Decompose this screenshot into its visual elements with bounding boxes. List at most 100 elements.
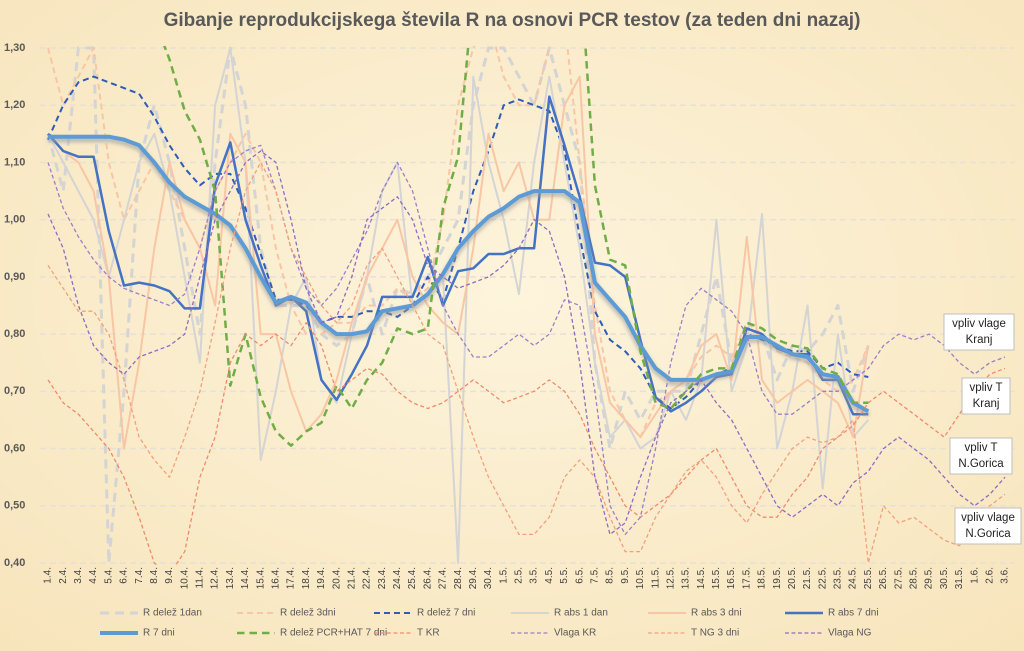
legend-label: R abs 3 dni: [691, 608, 742, 619]
y-tick-label: 0,60: [4, 442, 25, 454]
x-tick-label: 2.5.: [514, 567, 525, 584]
x-tick-label: 10.4.: [179, 567, 190, 589]
x-tick-label: 25.5.: [863, 567, 874, 589]
x-tick-label: 4.4.: [88, 567, 99, 584]
x-tick-label: 31.5.: [954, 567, 965, 589]
annotation-box: [949, 437, 1013, 475]
chart-title: Gibanje reprodukcijskega števila R na os…: [164, 10, 861, 31]
x-tick-label: 25.4.: [407, 567, 418, 589]
x-tick-label: 19.5.: [772, 567, 783, 589]
x-tick-label: 12.4.: [210, 567, 221, 589]
x-tick-label: 2.4.: [58, 567, 69, 584]
series-line: [46, 46, 870, 565]
x-tick-label: 22.4.: [362, 567, 373, 589]
x-tick-label: 18.5.: [757, 567, 768, 589]
x-tick-label: 24.5.: [848, 567, 859, 589]
x-tick-label: 3.5.: [529, 567, 540, 584]
x-tick-label: 1.6.: [969, 567, 980, 584]
series-line: [48, 134, 870, 414]
x-tick-label: 3.4.: [73, 567, 84, 584]
y-tick-label: 1,10: [4, 156, 25, 168]
x-tick-label: 19.4.: [316, 567, 327, 589]
legend-label: R abs 1 dan: [554, 608, 608, 619]
series-line: [163, 46, 869, 447]
x-tick-label: 17.4.: [286, 567, 297, 589]
x-tick-label: 7.5.: [589, 567, 600, 584]
annotation-text: vpliv vlage: [952, 318, 1006, 330]
x-tick-label: 14.4.: [240, 567, 251, 589]
legend-label: T KR: [417, 628, 440, 639]
legend-label: R 7 dni: [143, 628, 175, 639]
x-tick-label: 9.4.: [164, 567, 175, 584]
x-tick-label: 30.5.: [939, 567, 950, 589]
x-tick-label: 22.5.: [817, 567, 828, 589]
series-line: [47, 46, 870, 439]
x-tick-label: 8.5.: [605, 567, 616, 584]
legend-label: Vlaga NG: [828, 628, 872, 639]
series-line: [47, 95, 869, 416]
y-tick-label: 0,70: [4, 385, 25, 397]
x-tick-label: 4.5.: [544, 567, 555, 584]
x-tick-label: 26.4.: [422, 567, 433, 589]
legend-label: R delež 7 dni: [417, 608, 475, 619]
annotation-text: vpliv vlage: [961, 512, 1015, 524]
x-tick-label: 26.5.: [878, 567, 889, 589]
x-tick-label: 5.5.: [559, 567, 570, 584]
x-tick-label: 1.4.: [43, 567, 54, 584]
x-tick-label: 1.5.: [498, 567, 509, 584]
x-tick-label: 7.4.: [134, 567, 145, 584]
x-tick-label: 23.5.: [833, 567, 844, 589]
legend-label: R delež 3dni: [280, 608, 336, 619]
legend-label: R delež 1dan: [143, 608, 202, 619]
x-tick-label: 17.5.: [741, 567, 752, 589]
x-tick-label: 3.6.: [1000, 567, 1011, 584]
x-tick-label: 20.4.: [331, 567, 342, 589]
x-tick-label: 27.4.: [438, 567, 449, 589]
x-tick-label: 11.4.: [195, 567, 206, 589]
annotation-box: [961, 377, 1011, 415]
x-tick-label: 24.4.: [392, 567, 403, 589]
x-tick-label: 23.4.: [377, 567, 388, 589]
x-tick-label: 14.5.: [696, 567, 707, 589]
y-tick-label: 1,30: [4, 42, 25, 54]
x-tick-label: 30.4.: [483, 567, 494, 589]
x-tick-label: 20.5.: [787, 567, 798, 589]
x-tick-label: 18.4.: [301, 567, 312, 589]
annotation-box: [954, 507, 1022, 545]
x-tick-label: 2.6.: [984, 567, 995, 584]
x-tick-label: 15.5.: [711, 567, 722, 589]
series-line: [47, 150, 1006, 536]
x-tick-label: 28.4.: [453, 567, 464, 589]
x-tick-label: 15.4.: [255, 567, 266, 589]
x-tick-label: 16.5.: [726, 567, 737, 589]
y-tick-label: 0,90: [4, 271, 25, 283]
x-tick-label: 27.5.: [893, 567, 904, 589]
x-tick-label: 11.5.: [650, 567, 661, 589]
x-tick-label: 13.4.: [225, 567, 236, 589]
x-tick-label: 5.4.: [103, 567, 114, 584]
x-tick-label: 8.4.: [149, 567, 160, 584]
legend-label: R delež PCR+HAT 7 dni: [280, 628, 387, 639]
x-tick-label: 6.4.: [119, 567, 130, 584]
x-tick-label: 13.5.: [681, 567, 692, 589]
annotation-text: vpliv T: [969, 382, 1002, 394]
series-line: [47, 322, 1006, 565]
y-tick-label: 0,40: [4, 557, 25, 569]
x-tick-label: 10.5.: [635, 567, 646, 589]
legend-label: Vlaga KR: [554, 628, 596, 639]
legend-label: T NG 3 dni: [691, 628, 739, 639]
x-tick-label: 16.4.: [270, 567, 281, 589]
y-tick-label: 0,80: [4, 328, 25, 340]
series-line: [47, 144, 1006, 536]
x-tick-label: 29.5.: [924, 567, 935, 589]
series-line: [47, 47, 870, 564]
legend-label: R abs 7 dni: [828, 608, 879, 619]
y-tick-label: 1,00: [4, 214, 25, 226]
y-tick-label: 0,50: [4, 500, 25, 512]
x-tick-label: 21.5.: [802, 567, 813, 589]
x-tick-label: 28.5.: [908, 567, 919, 589]
x-tick-label: 9.5.: [620, 567, 631, 584]
x-tick-label: 12.5.: [665, 567, 676, 589]
annotation-text: Kranj: [966, 334, 993, 346]
